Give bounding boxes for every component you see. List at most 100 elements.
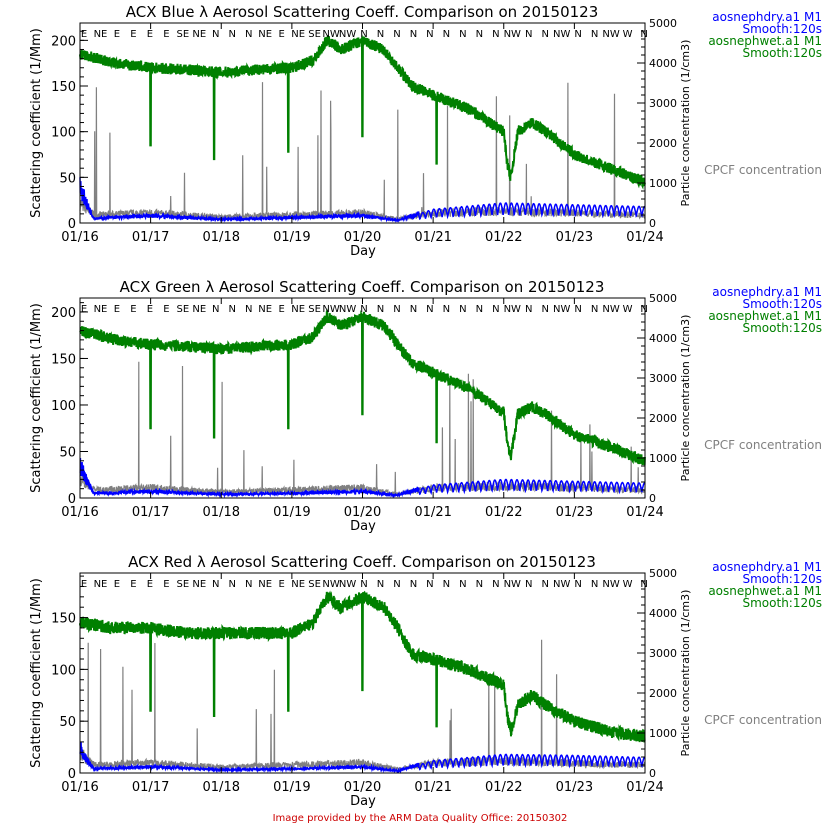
- wind-direction-label: NE: [291, 579, 305, 590]
- wind-direction-label: N: [212, 579, 219, 590]
- x-tick-label: 01/18: [203, 230, 240, 245]
- wind-direction-label: NW: [553, 304, 570, 315]
- wind-direction-label: NW: [602, 29, 619, 40]
- wind-direction-label: NW: [553, 29, 570, 40]
- y-axis-label: Scattering coefficient (1/Mm): [29, 578, 44, 768]
- x-tick-label: 01/19: [273, 505, 310, 520]
- y-tick-label: 100: [51, 399, 76, 414]
- legend-entry: Smooth:120s: [743, 22, 823, 36]
- wind-direction-label: N: [476, 29, 483, 40]
- wind-direction-label: SE: [308, 29, 321, 40]
- wind-direction-label: N: [410, 304, 417, 315]
- wind-direction-label: E: [114, 304, 120, 315]
- y2-tick-label: 2000: [649, 137, 677, 150]
- wind-direction-label: E: [81, 579, 87, 590]
- legend-entry: Smooth:120s: [743, 321, 823, 335]
- y2-tick-label: 0: [649, 767, 656, 780]
- wind-direction-label: NW: [339, 579, 356, 590]
- wind-direction-label: E: [147, 579, 153, 590]
- wind-direction-label: N: [640, 29, 647, 40]
- x-tick-label: 01/19: [273, 780, 310, 795]
- dry-series: [79, 177, 646, 223]
- wind-direction-label: N: [393, 29, 400, 40]
- x-tick-label: 01/22: [485, 230, 522, 245]
- legend-entry-cpcf: CPCF concentration: [704, 163, 822, 177]
- legend-entry: aosnephdry.a1 M1: [712, 285, 822, 299]
- wind-direction-label: N: [393, 579, 400, 590]
- legend-entry: Smooth:120s: [743, 572, 823, 586]
- wind-direction-label: N: [574, 29, 581, 40]
- y2-tick-label: 4000: [649, 607, 677, 620]
- wind-direction-label: NE: [258, 579, 272, 590]
- y-tick-label: 150: [51, 352, 76, 367]
- y-axis-label: Scattering coefficient (1/Mm): [29, 303, 44, 493]
- wind-direction-label: N: [574, 579, 581, 590]
- y2-tick-label: 1000: [649, 177, 677, 190]
- x-tick-label: 01/16: [61, 505, 98, 520]
- y-tick-label: 100: [51, 126, 76, 141]
- wind-direction-label: E: [81, 304, 87, 315]
- x-tick-label: 01/21: [414, 505, 451, 520]
- x-axis-label: Day: [350, 244, 376, 259]
- wind-direction-label: N: [426, 304, 433, 315]
- wind-direction-label: NW: [602, 579, 619, 590]
- wind-direction-label: SE: [308, 579, 321, 590]
- wind-direction-label: N: [640, 579, 647, 590]
- wind-direction-label: N: [525, 29, 532, 40]
- wind-direction-label: N: [591, 29, 598, 40]
- wind-direction-label: NE: [258, 29, 272, 40]
- x-tick-label: 01/22: [485, 505, 522, 520]
- legend-entry-cpcf: CPCF concentration: [704, 438, 822, 452]
- x-tick-label: 01/19: [273, 230, 310, 245]
- wind-direction-label: N: [591, 304, 598, 315]
- wind-direction-label: N: [574, 304, 581, 315]
- y2-axis-label: Particle concentration (1/cm3): [679, 40, 692, 207]
- wind-direction-label: NW: [553, 579, 570, 590]
- wind-direction-label: NW: [339, 304, 356, 315]
- footer-credit: Image provided by the ARM Data Quality O…: [273, 813, 568, 824]
- wind-direction-label: N: [410, 29, 417, 40]
- y-tick-label: 0: [68, 492, 76, 507]
- wind-direction-label: N: [443, 29, 450, 40]
- wind-direction-label: NE: [291, 29, 305, 40]
- wind-direction-label: E: [114, 29, 120, 40]
- y2-tick-label: 2000: [649, 412, 677, 425]
- x-tick-label: 01/23: [556, 230, 593, 245]
- wind-direction-label: N: [640, 304, 647, 315]
- wind-direction-label: N: [459, 579, 466, 590]
- x-axis-label: Day: [350, 794, 376, 809]
- legend-entry: aosnephwet.a1 M1: [708, 34, 822, 48]
- wind-direction-label: NW: [504, 579, 521, 590]
- x-axis-label: Day: [350, 519, 376, 534]
- wind-direction-label: W: [623, 579, 633, 590]
- wind-direction-label: SE: [176, 304, 189, 315]
- cpcf-series: [79, 639, 646, 772]
- wind-direction-label: N: [212, 29, 219, 40]
- wind-direction-label: N: [591, 579, 598, 590]
- wind-direction-label: NW: [602, 304, 619, 315]
- wind-direction-label: E: [279, 29, 285, 40]
- wind-direction-label: N: [245, 579, 252, 590]
- panel-1: ACX Blue λ Aerosol Scattering Coeff. Com…: [29, 3, 822, 259]
- wind-direction-label: E: [279, 579, 285, 590]
- wet-series: [79, 308, 646, 466]
- x-tick-label: 01/20: [344, 230, 381, 245]
- y2-tick-label: 4000: [649, 57, 677, 70]
- y-tick-label: 150: [51, 612, 76, 627]
- y2-tick-label: 1000: [649, 727, 677, 740]
- y-axis-label: Scattering coefficient (1/Mm): [29, 28, 44, 218]
- y-tick-label: 100: [51, 663, 76, 678]
- wind-direction-label: NW: [339, 29, 356, 40]
- y2-axis-label: Particle concentration (1/cm3): [679, 315, 692, 482]
- cpcf-series: [79, 82, 646, 223]
- wind-direction-label: N: [459, 29, 466, 40]
- x-tick-label: 01/21: [414, 780, 451, 795]
- y2-tick-label: 3000: [649, 647, 677, 660]
- wind-direction-label: W: [623, 29, 633, 40]
- wind-direction-label: N: [377, 29, 384, 40]
- wind-direction-label: NE: [291, 304, 305, 315]
- y-tick-label: 50: [59, 715, 76, 730]
- panel-3: ACX Red λ Aerosol Scattering Coeff. Comp…: [29, 553, 822, 809]
- y2-tick-label: 2000: [649, 687, 677, 700]
